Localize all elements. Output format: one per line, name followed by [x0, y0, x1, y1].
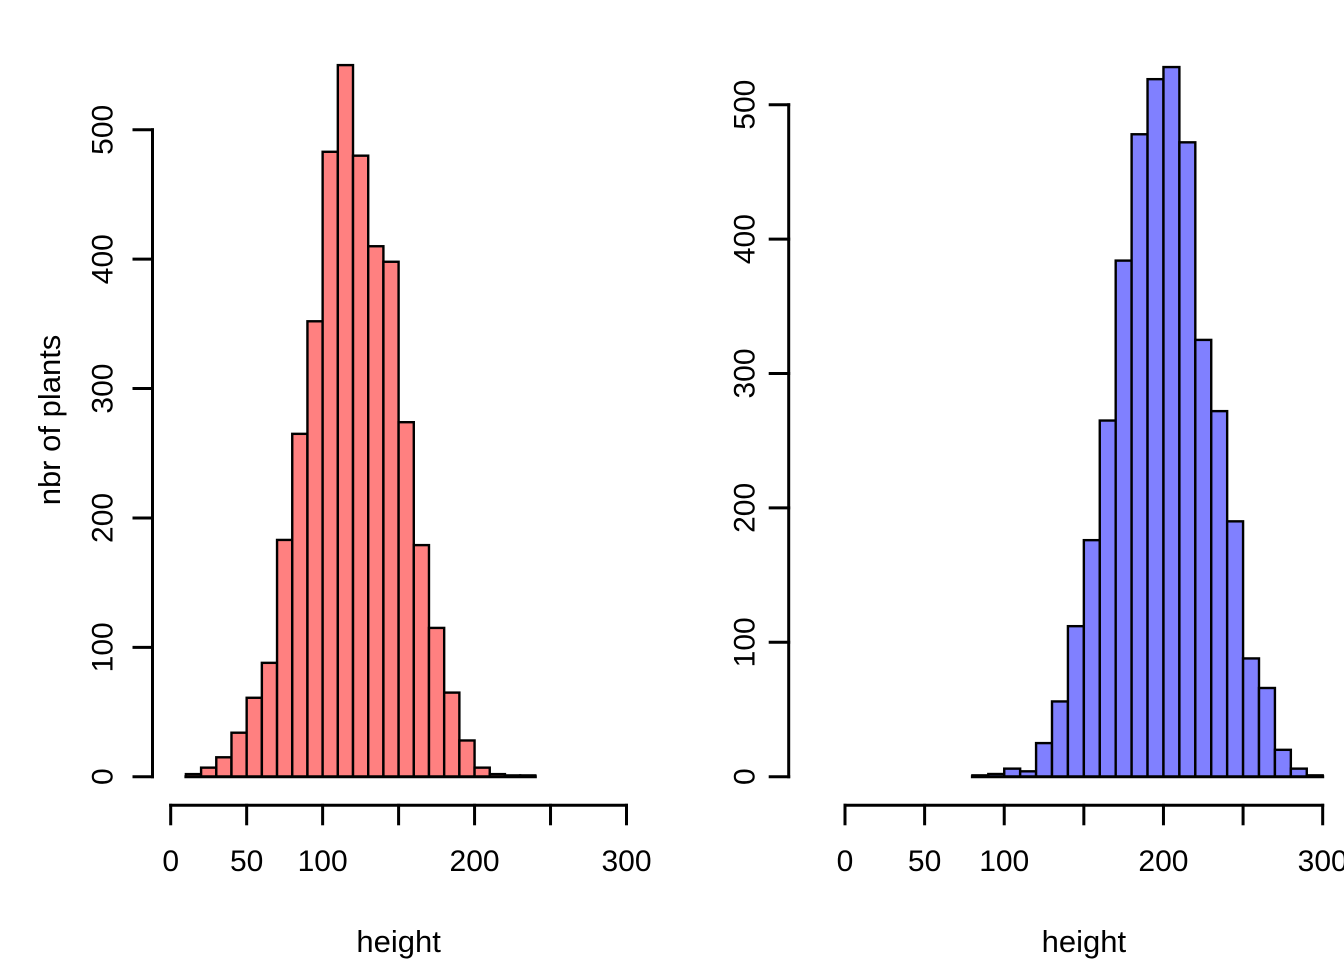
x-tick-label: 200: [450, 845, 500, 878]
y-tick-label: 200: [87, 493, 120, 543]
histogram-bar: [367, 245, 385, 778]
x-axis-title: height: [356, 924, 441, 959]
y-tick-label: 0: [729, 768, 762, 785]
histogram-bar: [1082, 538, 1101, 778]
x-tick-label: 50: [908, 845, 941, 878]
histogram-bar: [458, 739, 476, 778]
histogram-bar: [1257, 686, 1277, 778]
histogram-bar: [1034, 741, 1054, 778]
histogram-bar: [351, 154, 370, 778]
histogram-bar: [245, 696, 264, 778]
y-tick-label: 400: [87, 234, 120, 284]
histogram-bar: [1146, 77, 1165, 778]
histogram-bar: [1130, 133, 1149, 778]
x-tick-label: 100: [298, 845, 348, 878]
x-tick-label: 300: [601, 845, 651, 878]
y-tick-label: 500: [87, 105, 120, 155]
histogram-bar: [275, 538, 294, 778]
histogram-bar: [382, 260, 400, 778]
left-histogram-panel: 0 100 200 300 400 500 0 50 100 200 300 height nbr of…: [32, 63, 652, 959]
histogram-bar: [1225, 520, 1245, 778]
histogram-bar: [1066, 624, 1086, 778]
y-tick-label: 300: [729, 348, 762, 398]
histogram-bar: [1194, 338, 1213, 778]
histogram-bar: [336, 63, 355, 778]
histogram-bar: [1178, 141, 1197, 778]
histogram-bar: [260, 661, 279, 778]
x-tick-label: 200: [1138, 845, 1188, 878]
y-tick-label: 200: [729, 483, 762, 533]
y-tick-label: 100: [729, 617, 762, 667]
y-tick-label: 400: [729, 214, 762, 264]
histogram-bar: [230, 731, 248, 778]
histogram-bar: [1210, 409, 1229, 778]
histogram-bar: [1114, 259, 1133, 778]
histogram-bar: [397, 420, 415, 778]
y-tick-label: 500: [729, 80, 762, 130]
y-axis-title: nbr of plants: [32, 335, 67, 506]
histogram-bar: [412, 543, 431, 778]
x-tick-label: 0: [837, 845, 854, 878]
y-tick-label: 0: [87, 768, 120, 785]
histogram-bar: [1162, 65, 1181, 778]
histogram-bar: [442, 691, 461, 778]
x-axis-title: height: [1042, 924, 1127, 959]
histogram-bar: [306, 320, 324, 778]
x-tick-label: 100: [979, 845, 1029, 878]
histogram-bar: [1050, 700, 1070, 778]
histogram-bar: [215, 756, 233, 778]
histogram-bar: [321, 150, 340, 778]
right-histogram-panel: 0 100 200 300 400 500 0 50 100 200 300 height: [729, 65, 1344, 959]
x-tick-label: 300: [1298, 845, 1344, 878]
histogram-bar: [1273, 748, 1293, 778]
histogram-bar: [427, 626, 446, 778]
y-tick-label: 100: [87, 622, 120, 672]
histogram-bar: [291, 432, 309, 778]
x-tick-label: 0: [162, 845, 179, 878]
x-tick-label: 50: [230, 845, 263, 878]
y-tick-label: 300: [87, 364, 120, 414]
histogram-bar: [1241, 657, 1261, 778]
histogram-bar: [1098, 419, 1117, 778]
